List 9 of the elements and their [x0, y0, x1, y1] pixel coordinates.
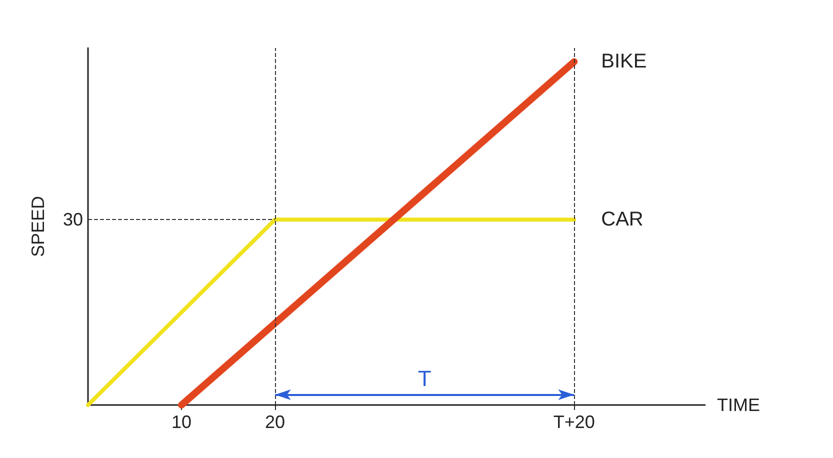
series-label: CAR: [601, 208, 644, 231]
series-label: BIKE: [601, 50, 647, 73]
x-axis-title: TIME: [717, 395, 760, 415]
y-axis-title: SPEED: [28, 196, 48, 258]
x-tick-label: 10: [171, 412, 192, 432]
annotation: T: [418, 366, 432, 392]
x-tick-label: T+20: [553, 412, 595, 432]
text: 30: [62, 210, 83, 230]
x-tick-label: 20: [264, 412, 285, 432]
